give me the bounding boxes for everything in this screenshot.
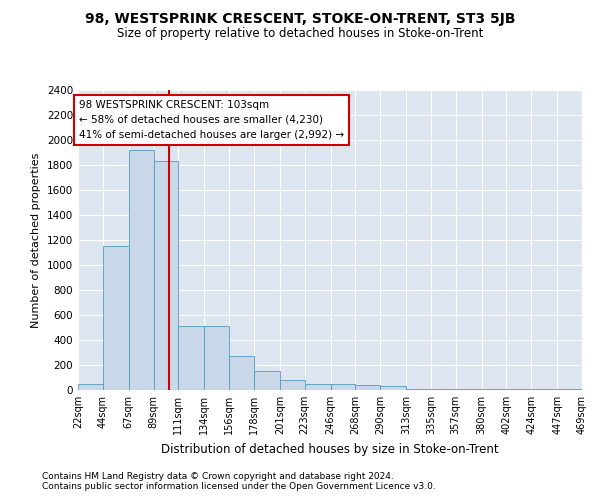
- Bar: [280, 380, 305, 390]
- Bar: [254, 371, 280, 390]
- Bar: [380, 386, 406, 390]
- Text: Contains HM Land Registry data © Crown copyright and database right 2024.: Contains HM Land Registry data © Crown c…: [42, 472, 394, 481]
- Bar: [406, 389, 431, 390]
- Bar: [355, 385, 380, 390]
- X-axis label: Distribution of detached houses by size in Stoke-on-Trent: Distribution of detached houses by size …: [161, 442, 499, 456]
- Bar: [129, 150, 154, 390]
- Y-axis label: Number of detached properties: Number of detached properties: [31, 152, 41, 328]
- Bar: [103, 246, 129, 390]
- Bar: [229, 356, 254, 390]
- Bar: [204, 326, 229, 390]
- Bar: [431, 389, 456, 390]
- Text: 98 WESTSPRINK CRESCENT: 103sqm
← 58% of detached houses are smaller (4,230)
41% : 98 WESTSPRINK CRESCENT: 103sqm ← 58% of …: [79, 100, 344, 140]
- Text: Size of property relative to detached houses in Stoke-on-Trent: Size of property relative to detached ho…: [117, 28, 483, 40]
- Bar: [331, 384, 355, 390]
- Bar: [305, 384, 331, 390]
- Bar: [178, 326, 204, 390]
- Text: 98, WESTSPRINK CRESCENT, STOKE-ON-TRENT, ST3 5JB: 98, WESTSPRINK CRESCENT, STOKE-ON-TRENT,…: [85, 12, 515, 26]
- Bar: [154, 161, 178, 390]
- Text: Contains public sector information licensed under the Open Government Licence v3: Contains public sector information licen…: [42, 482, 436, 491]
- Bar: [78, 384, 103, 390]
